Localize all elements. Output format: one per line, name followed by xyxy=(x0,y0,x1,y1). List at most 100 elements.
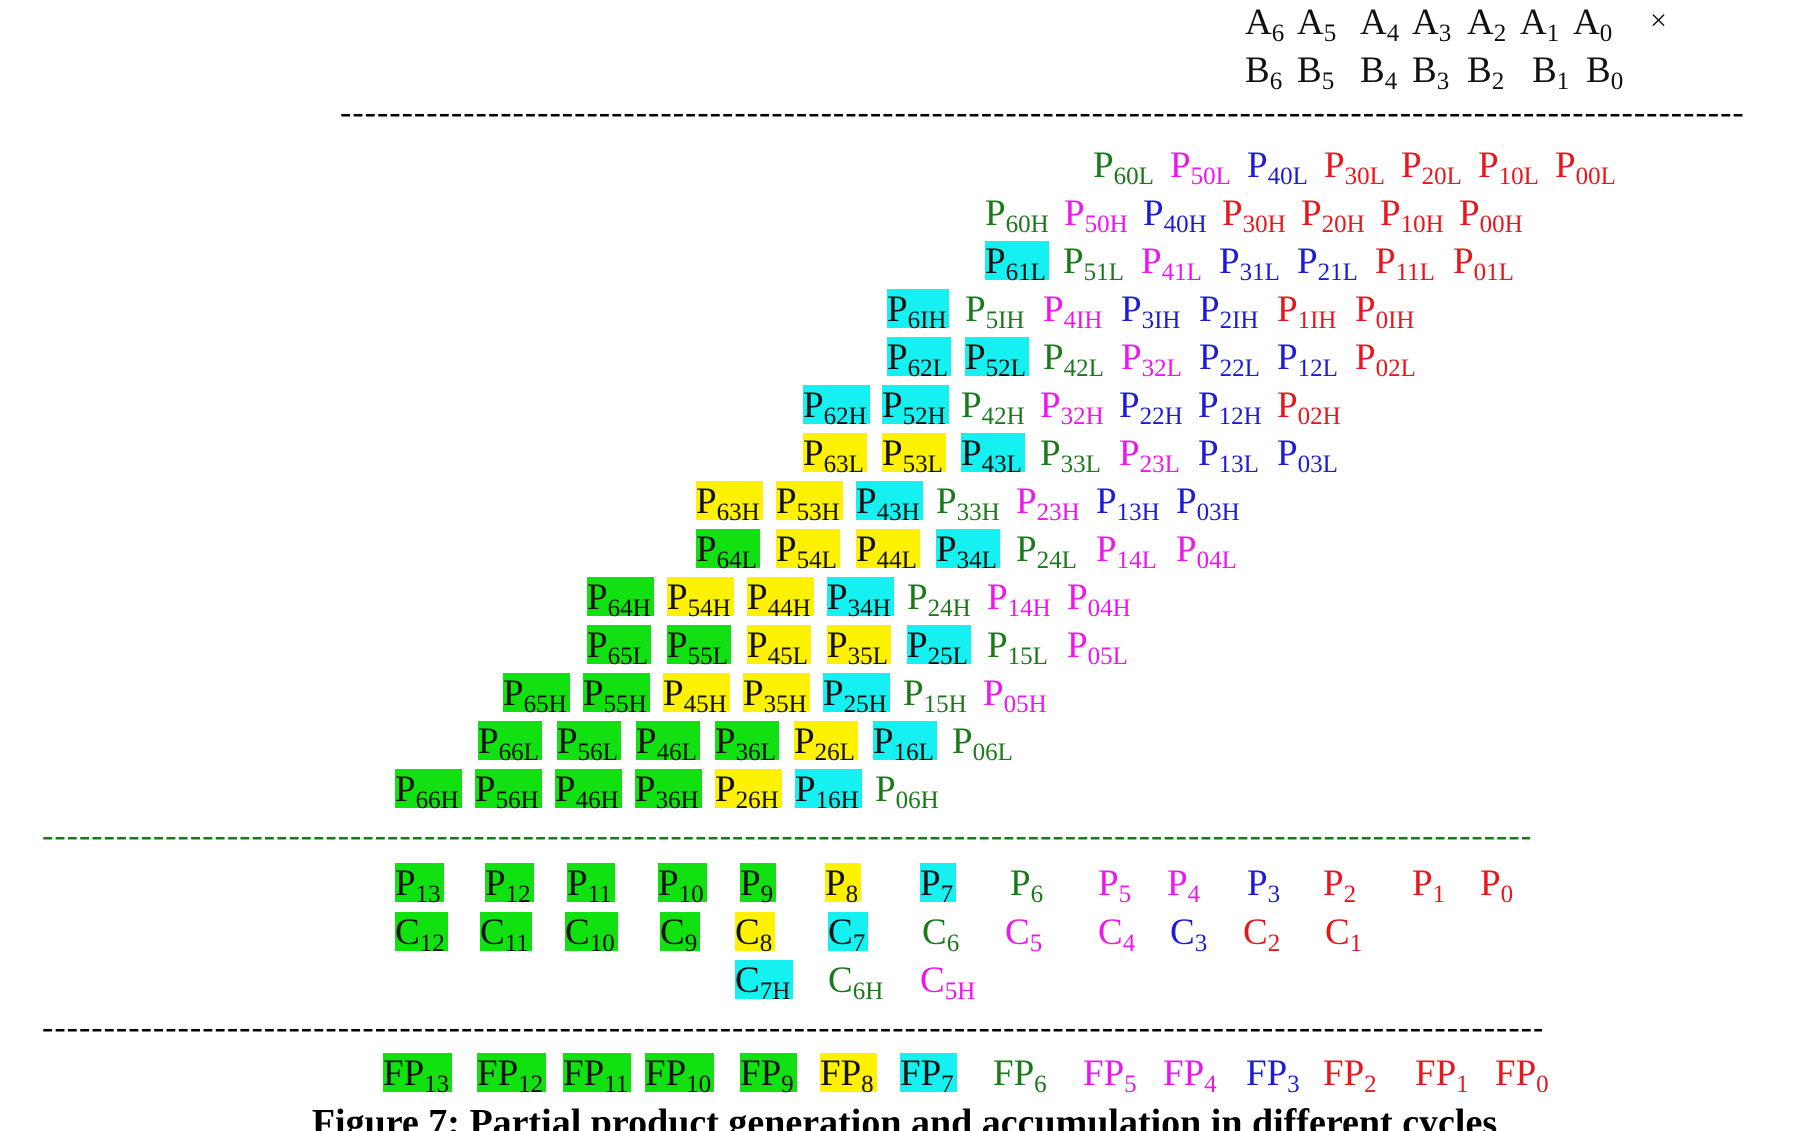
partial-product-term: P55L xyxy=(667,625,731,669)
partial-product-term: P32L xyxy=(1121,337,1185,381)
partial-product-term-base: P xyxy=(1176,481,1197,522)
partial-product-term-subscript: 10L xyxy=(1498,163,1539,190)
carry-high-term: C5H xyxy=(920,960,978,1004)
partial-product-term-subscript: 16H xyxy=(815,787,859,814)
partial-product-term: P25H xyxy=(823,673,890,717)
sum-term-subscript: 1 xyxy=(1432,881,1446,908)
operand-b-term-subscript: 4 xyxy=(1384,68,1398,95)
partial-product-term: P05H xyxy=(983,673,1050,717)
final-product-term-base: FP xyxy=(1083,1053,1125,1094)
partial-product-term-base: P xyxy=(1170,145,1191,186)
final-product-term: FP4 xyxy=(1163,1053,1220,1097)
operand-b-term-base: B xyxy=(1532,50,1557,91)
final-product-term-subscript: 0 xyxy=(1536,1071,1549,1098)
partial-product-term-subscript: 55H xyxy=(603,691,647,718)
partial-product-term-subscript: 32L xyxy=(1141,355,1182,382)
partial-product-term-base: P xyxy=(1199,289,1220,330)
carry-term: C3 xyxy=(1170,912,1210,956)
carry-term: C1 xyxy=(1325,912,1365,956)
operand-b-term: B2 xyxy=(1467,50,1507,94)
partial-product-term-subscript: 15H xyxy=(923,691,967,718)
partial-product-term: P34L xyxy=(936,529,1000,573)
partial-product-term: P35H xyxy=(743,673,810,717)
carry-term: C10 xyxy=(565,912,618,956)
final-product-term-base: FP xyxy=(563,1053,605,1094)
final-product-term-subscript: 2 xyxy=(1364,1071,1377,1098)
partial-product-term-base: P xyxy=(1355,337,1376,378)
partial-product-term-base: P xyxy=(887,289,908,330)
operand-a-term: A1 xyxy=(1520,2,1562,46)
partial-product-term-base: P xyxy=(1141,241,1162,282)
operand-b-term-subscript: 1 xyxy=(1556,68,1570,95)
final-product-term: FP11 xyxy=(563,1053,632,1097)
partial-product-term-base: P xyxy=(715,769,736,810)
partial-product-term-base: P xyxy=(1297,241,1318,282)
partial-product-term-subscript: 26H xyxy=(735,787,779,814)
operand-b-term-base: B xyxy=(1245,50,1270,91)
partial-product-term-base: P xyxy=(1096,529,1117,570)
partial-product-term-subscript: 30H xyxy=(1242,211,1286,238)
operand-b-term-base: B xyxy=(1297,50,1322,91)
carry-high-term-subscript: 6H xyxy=(852,978,884,1005)
final-product-term-base: FP xyxy=(1323,1053,1365,1094)
partial-product-term-subscript: 02H xyxy=(1297,403,1341,430)
partial-product-term: P14L xyxy=(1096,529,1160,573)
partial-product-term: P22L xyxy=(1199,337,1263,381)
operand-b-term: B6 xyxy=(1245,50,1285,94)
sum-term: P2 xyxy=(1323,863,1359,907)
partial-product-term: P30L xyxy=(1324,145,1388,189)
partial-product-term: P36H xyxy=(635,769,702,813)
operand-a-term: A2 xyxy=(1467,2,1509,46)
partial-product-term-base: P xyxy=(667,577,688,618)
operand-b-term: B4 xyxy=(1360,50,1400,94)
partial-product-term: P12H xyxy=(1198,385,1265,429)
partial-product-term-subscript: 3IH xyxy=(1141,307,1181,334)
partial-product-term-base: P xyxy=(1324,145,1345,186)
partial-product-term: P64H xyxy=(587,577,654,621)
partial-product-term-base: P xyxy=(794,721,815,762)
partial-product-term: P00L xyxy=(1555,145,1619,189)
partial-product-term-base: P xyxy=(1199,337,1220,378)
operand-a-term-subscript: 0 xyxy=(1599,20,1613,47)
final-product-term-subscript: 7 xyxy=(941,1071,954,1098)
partial-product-term: P16L xyxy=(873,721,937,765)
operand-b-term-subscript: 2 xyxy=(1491,68,1505,95)
partial-product-term: P44L xyxy=(856,529,920,573)
final-product-term-subscript: 13 xyxy=(424,1071,450,1098)
partial-product-term-base: P xyxy=(985,241,1006,282)
partial-product-term: P12L xyxy=(1277,337,1341,381)
partial-product-term: P26H xyxy=(715,769,782,813)
partial-product-term: P00H xyxy=(1459,193,1526,237)
partial-product-term-subscript: 34H xyxy=(847,595,891,622)
partial-product-term: P13H xyxy=(1096,481,1163,525)
partial-product-term-subscript: 54H xyxy=(687,595,731,622)
carry-term-base: C xyxy=(480,912,505,953)
partial-product-term-subscript: 4IH xyxy=(1063,307,1103,334)
partial-product-term: P40L xyxy=(1247,145,1311,189)
final-product-term: FP2 xyxy=(1323,1053,1380,1097)
final-product-term-subscript: 4 xyxy=(1204,1071,1217,1098)
partial-product-term-subscript: 1IH xyxy=(1297,307,1337,334)
partial-product-term-base: P xyxy=(1176,529,1197,570)
partial-product-term: P32H xyxy=(1040,385,1107,429)
partial-product-term-base: P xyxy=(696,529,717,570)
operand-b-term: B1 xyxy=(1532,50,1572,94)
partial-product-term-base: P xyxy=(875,769,896,810)
partial-product-term-base: P xyxy=(587,577,608,618)
operand-b-term: B3 xyxy=(1412,50,1452,94)
operand-a-term-base: A xyxy=(1297,2,1324,43)
partial-product-term-subscript: 05L xyxy=(1087,643,1128,670)
carry-term-subscript: 4 xyxy=(1122,930,1136,957)
final-product-term-subscript: 6 xyxy=(1034,1071,1047,1098)
final-product-term: FP9 xyxy=(740,1053,797,1097)
partial-product-term-base: P xyxy=(776,529,797,570)
partial-product-term-base: P xyxy=(747,577,768,618)
partial-product-term-subscript: 13L xyxy=(1218,451,1259,478)
partial-product-term: P51L xyxy=(1063,241,1127,285)
sum-term: P3 xyxy=(1247,863,1283,907)
carry-term-base: C xyxy=(828,912,853,953)
partial-product-term: P5IH xyxy=(965,289,1027,333)
carry-term-base: C xyxy=(1170,912,1195,953)
partial-product-term-base: P xyxy=(743,673,764,714)
sum-term: P4 xyxy=(1167,863,1203,907)
